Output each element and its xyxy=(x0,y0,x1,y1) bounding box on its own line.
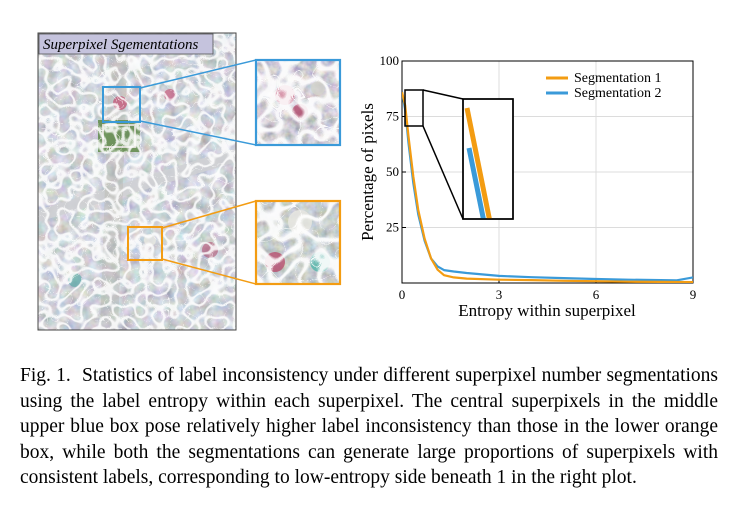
y-tick-label: 75 xyxy=(386,109,399,124)
zoom-blue xyxy=(254,58,342,147)
y-tick-label: 25 xyxy=(386,220,399,235)
legend-label-1: Segmentation 1 xyxy=(574,71,662,86)
caption-label: Fig. 1. xyxy=(20,365,71,386)
image-title: Superpixel Sgementations xyxy=(38,33,214,55)
entropy-chart: 0 3 6 9 25 50 75 100 Segmentation 1 Segmentatio… xyxy=(358,53,696,320)
inset-line-1 xyxy=(464,107,492,219)
y-axis-title: Percentage of pixels xyxy=(358,103,377,241)
x-tick-label: 3 xyxy=(496,287,503,302)
chart-legend: Segmentation 1 Segmentation 2 xyxy=(546,71,662,101)
orange-box xyxy=(127,226,163,261)
x-axis-title: Entropy within superpixel xyxy=(458,301,636,320)
y-tick-label: 100 xyxy=(380,53,400,68)
axis-ticks: 0 3 6 9 25 50 75 100 xyxy=(380,53,697,302)
zoom-orange xyxy=(254,199,342,286)
series-line-1 xyxy=(402,91,693,283)
inset-zoom xyxy=(404,89,514,220)
x-tick-label: 6 xyxy=(593,287,600,302)
blue-box xyxy=(102,86,141,123)
x-tick-label: 0 xyxy=(399,287,406,302)
zoom-connectors xyxy=(139,59,257,285)
series-line-2 xyxy=(402,91,693,282)
svg-text:Superpixel Sgementations: Superpixel Sgementations xyxy=(43,37,199,53)
legend-label-2: Segmentation 2 xyxy=(574,86,662,101)
aerial-image xyxy=(37,32,237,331)
inset-line-2 xyxy=(466,147,486,219)
chart-grid xyxy=(402,61,693,283)
y-tick-label: 50 xyxy=(386,164,399,179)
x-tick-label: 9 xyxy=(690,287,697,302)
series-lines xyxy=(402,91,693,283)
figure: Superpixel Sgementations 0 3 6 9 25 50 75 100 xyxy=(37,32,696,331)
caption-text: Statistics of label inconsistency under … xyxy=(20,365,719,489)
figure-caption: Fig. 1. Statistics of label inconsistenc… xyxy=(20,363,718,491)
